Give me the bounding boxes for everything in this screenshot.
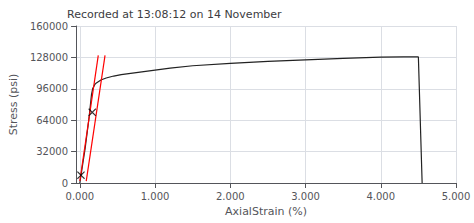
svg-text:1.000: 1.000 (141, 191, 170, 202)
svg-text:3.000: 3.000 (291, 191, 320, 202)
svg-text:96000: 96000 (36, 83, 68, 94)
svg-text:Recorded at 13:08:12 on 14 Nov: Recorded at 13:08:12 on 14 November (67, 8, 282, 21)
svg-text:0: 0 (62, 178, 68, 189)
svg-text:128000: 128000 (30, 52, 68, 63)
svg-text:0.000: 0.000 (66, 191, 95, 202)
svg-text:32000: 32000 (36, 146, 68, 157)
svg-text:4.000: 4.000 (366, 191, 395, 202)
svg-text:5.000: 5.000 (442, 191, 471, 202)
svg-text:Stress (psi): Stress (psi) (7, 74, 20, 136)
svg-text:2.000: 2.000 (216, 191, 245, 202)
svg-text:AxialStrain (%): AxialStrain (%) (225, 205, 307, 218)
svg-text:64000: 64000 (36, 115, 68, 126)
svg-text:160000: 160000 (30, 21, 68, 32)
